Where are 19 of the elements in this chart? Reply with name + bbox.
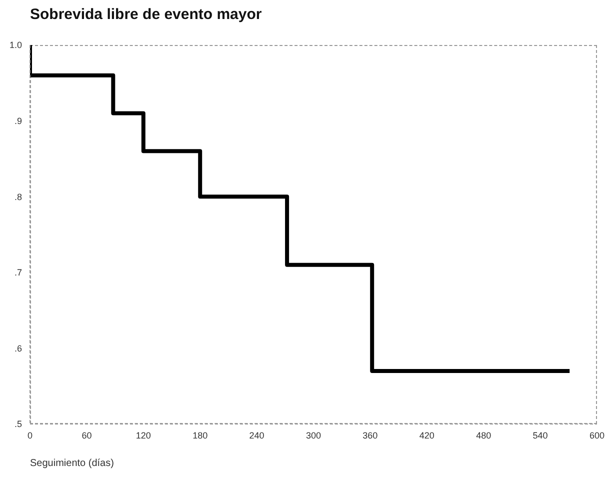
y-tick-label: .7 [14, 268, 22, 278]
x-tick-label: 600 [589, 430, 605, 440]
x-tick-label: 60 [82, 430, 92, 440]
y-tick-label: .8 [14, 192, 22, 202]
x-tick-label: 360 [362, 430, 378, 440]
x-tick-label: 420 [419, 430, 434, 440]
x-tick-label: 240 [249, 430, 264, 440]
y-tick-label: .9 [14, 116, 22, 126]
x-tick-label: 540 [532, 430, 548, 440]
x-tick-label: 180 [192, 430, 208, 440]
x-tick-label: 480 [476, 430, 492, 440]
x-tick-label: 0 [27, 430, 33, 440]
y-tick-label: .5 [14, 419, 22, 430]
x-tick-label: 300 [306, 430, 322, 440]
y-tick-label: .6 [14, 343, 22, 354]
x-axis-title: Seguimiento (días) [30, 458, 114, 469]
chart-title: Sobrevida libre de evento mayor [30, 6, 262, 23]
x-tick-label: 120 [136, 430, 151, 440]
y-tick-label: 1.0 [9, 40, 22, 50]
